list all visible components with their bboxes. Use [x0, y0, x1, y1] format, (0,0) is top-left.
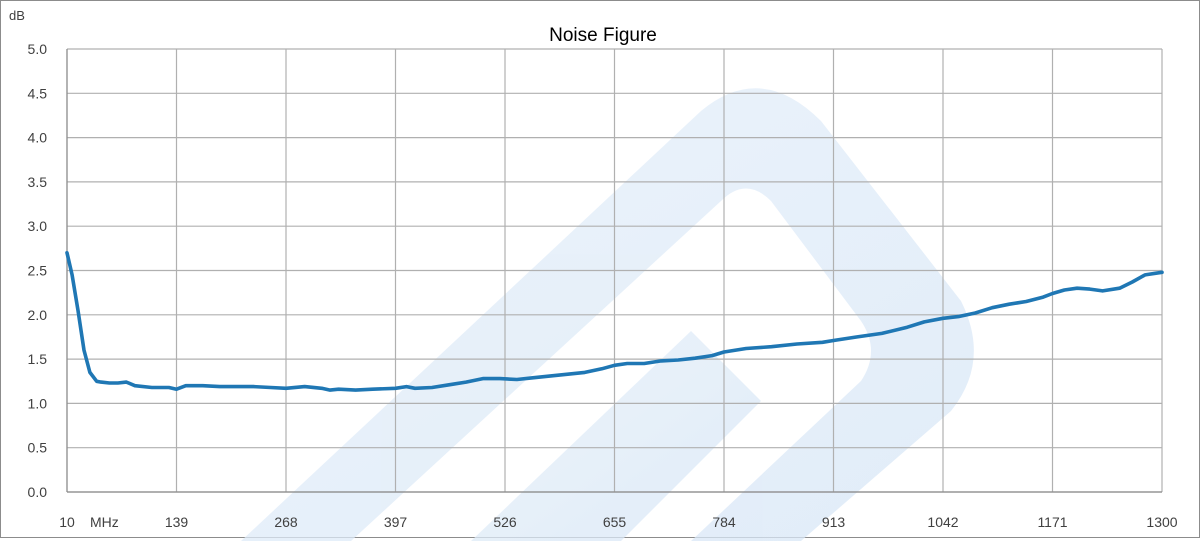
series-line — [65, 251, 1164, 392]
y-tick-label: 2.0 — [28, 307, 48, 323]
y-tick-label: 4.5 — [28, 85, 48, 101]
series-lines — [65, 251, 1164, 392]
y-tick-label: 5.0 — [28, 41, 48, 57]
y-axis-unit: dB — [9, 8, 25, 23]
x-tick-label: 655 — [603, 514, 627, 530]
x-tick-label: 526 — [493, 514, 517, 530]
x-tick-label: 1171 — [1037, 514, 1067, 530]
x-tick-label: 1300 — [1146, 514, 1177, 530]
y-tick-label: 0.5 — [28, 440, 48, 456]
y-tick-label: 3.0 — [28, 218, 48, 234]
x-tick-label: 139 — [165, 514, 189, 530]
y-tick-label: 1.5 — [28, 351, 48, 367]
y-tick-label: 3.5 — [28, 174, 48, 190]
y-tick-label: 0.0 — [28, 484, 48, 500]
x-tick-label: 10 — [59, 514, 75, 530]
y-tick-label: 4.0 — [28, 130, 48, 146]
y-tick-labels: 0.0 0.5 1.0 1.5 2.0 2.5 3.0 3.5 4.0 4.5 5.0 — [28, 41, 48, 500]
x-tick-label: 1042 — [927, 514, 958, 530]
x-tick-label: 913 — [822, 514, 846, 530]
y-tick-label: 1.0 — [28, 395, 48, 411]
y-tick-label: 2.5 — [28, 263, 48, 279]
watermark-logo — [241, 88, 974, 541]
x-axis-unit: MHz — [90, 514, 119, 530]
grid — [66, 48, 1163, 493]
x-tick-label: 268 — [274, 514, 298, 530]
chart-title: Noise Figure — [549, 25, 657, 46]
x-tick-labels: 10 139 268 397 526 655 784 913 1042 1171 1300 — [59, 514, 1178, 530]
x-tick-label: 784 — [712, 514, 736, 530]
x-tick-label: 397 — [384, 514, 408, 530]
